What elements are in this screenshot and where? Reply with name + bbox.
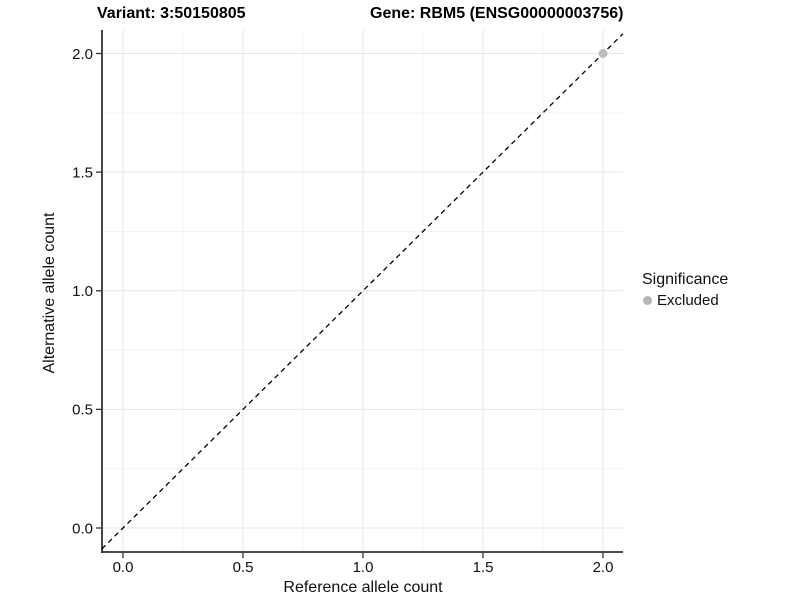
y-tick-label: 1.5 [72,164,93,181]
legend-point-icon [643,296,652,305]
data-point [598,49,608,58]
identity-dashed-line [101,33,624,550]
y-tick-label: 2.0 [72,46,93,63]
x-tick-label: 0.5 [233,559,254,576]
x-tick-label: 1.5 [473,559,494,576]
legend: Significance Excluded [642,271,728,309]
x-tick-label: 1.0 [353,559,374,576]
legend-item-excluded: Excluded [642,292,728,309]
y-axis-title: Alternative allele count [41,212,58,374]
y-tick-label: 0.0 [72,520,93,537]
y-tick-label: 1.0 [72,283,93,300]
x-axis-title: Reference allele count [283,579,443,596]
x-tick-label: 2.0 [593,559,614,576]
y-tick-label: 0.5 [72,402,93,419]
plot-title-variant: Variant: 3:50150805 [97,5,246,22]
plot-title-gene: Gene: RBM5 (ENSG00000003756) [370,5,624,22]
legend-title: Significance [642,271,729,288]
legend-item-label: Excluded [657,292,719,309]
x-tick-label: 0.0 [113,559,134,576]
